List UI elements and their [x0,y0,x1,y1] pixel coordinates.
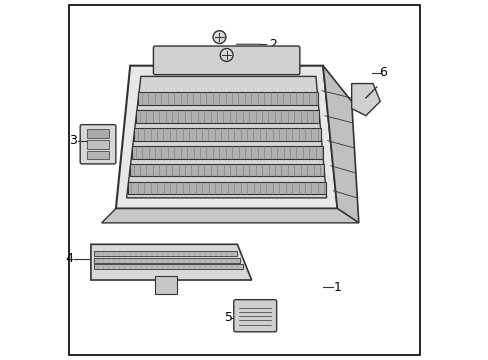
Bar [138,93,317,105]
Bar [134,128,320,141]
Polygon shape [91,244,251,280]
FancyBboxPatch shape [233,300,276,332]
Polygon shape [116,66,337,208]
Bar [94,258,240,263]
Bar [130,164,324,176]
Bar [128,182,325,194]
Text: 5: 5 [224,311,233,324]
FancyBboxPatch shape [80,125,116,164]
Bar [87,129,108,138]
Text: 6: 6 [379,66,386,79]
Text: 3: 3 [69,134,77,147]
Bar [94,251,237,256]
Polygon shape [102,208,358,223]
Bar [136,111,319,123]
Bar [94,264,242,269]
Polygon shape [351,84,380,116]
Text: 2: 2 [269,38,277,51]
Bar [155,276,176,294]
Bar [87,150,108,159]
Polygon shape [126,76,326,198]
Bar [132,146,322,158]
Polygon shape [323,66,358,223]
Circle shape [220,49,233,62]
Circle shape [213,31,225,44]
Text: 1: 1 [333,281,341,294]
FancyBboxPatch shape [153,46,299,75]
Text: 4: 4 [66,252,74,265]
Bar [87,140,108,149]
